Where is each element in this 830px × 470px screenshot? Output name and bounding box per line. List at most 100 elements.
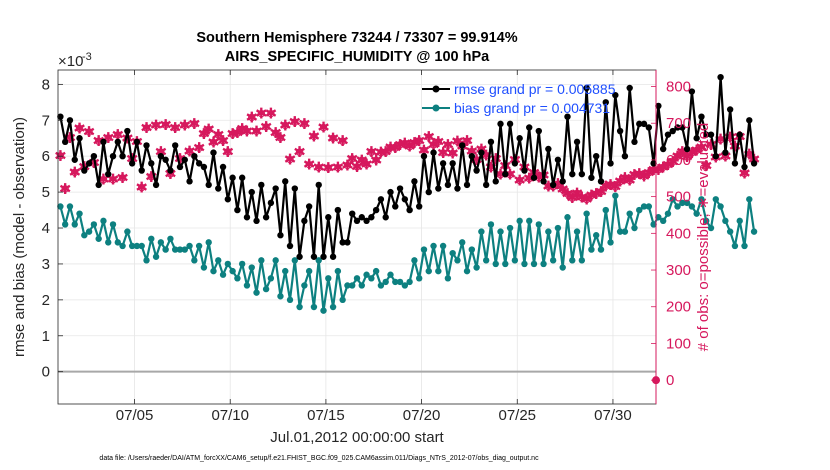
rmse-point <box>262 214 270 221</box>
rmse-point <box>631 138 638 146</box>
bias-point <box>439 242 447 250</box>
bias-point <box>659 217 667 225</box>
rmse-point <box>669 127 676 135</box>
rmse-point <box>502 170 509 178</box>
bias-point <box>449 249 456 257</box>
rmse-point <box>736 131 743 138</box>
rmse-point <box>602 99 609 106</box>
bias-point <box>282 267 289 275</box>
y-tick-label-left-2: 2 <box>42 292 50 309</box>
rmse-point <box>377 196 385 203</box>
bias-point <box>722 217 729 225</box>
rmse-point <box>511 160 519 167</box>
rmse-point <box>406 206 413 214</box>
obs-evaluated-point: ✱ <box>413 132 426 150</box>
bias-point <box>597 246 605 253</box>
bias-point <box>502 260 509 268</box>
rmse-point <box>559 178 566 185</box>
rmse-point <box>167 167 174 174</box>
obs-possible-point <box>563 190 572 198</box>
rmse-point <box>85 160 93 167</box>
rmse-point <box>554 156 562 163</box>
obs-possible-point <box>606 181 615 189</box>
rmse-point <box>305 203 313 210</box>
obs-evaluated-point: ✱ <box>159 116 172 134</box>
obs-possible-point <box>568 194 576 202</box>
obs-evaluated-point: ✱ <box>164 165 177 183</box>
obs-possible-point <box>104 134 112 142</box>
bias-point <box>138 242 145 250</box>
bias-point <box>210 267 217 275</box>
obs-possible-point <box>702 162 710 170</box>
rmse-point <box>731 160 739 167</box>
obs-possible-point <box>611 183 620 191</box>
obs-evaluated-point: ✱ <box>279 116 292 134</box>
rmse-point <box>444 181 452 189</box>
rmse-point <box>291 185 299 192</box>
obs-evaluated-point: ✱ <box>738 165 751 183</box>
obs-possible-point <box>377 148 385 157</box>
rmse-point <box>655 102 662 110</box>
rmse-point <box>683 145 691 153</box>
obs-evaluated-point: ✱ <box>265 105 278 123</box>
bias-point <box>712 196 719 203</box>
bias-point <box>454 257 461 264</box>
rmse-point <box>396 185 404 192</box>
x-tick-label-1: 07/10 <box>211 407 249 424</box>
obs-possible-point <box>276 134 285 142</box>
obs-evaluated-point: ✱ <box>408 134 421 152</box>
bias-point <box>205 239 212 246</box>
obs-possible-point <box>678 148 687 156</box>
obs-evaluated-point: ✱ <box>389 139 402 157</box>
bias-point <box>420 246 428 253</box>
bias-point <box>683 199 691 207</box>
rmse-point <box>597 178 605 185</box>
bias-point <box>358 282 365 289</box>
rmse-point <box>224 196 232 203</box>
rmse-point <box>712 152 719 160</box>
obs-evaluated-point: ✱ <box>341 156 354 174</box>
rmse-point <box>463 181 471 189</box>
rmse-point <box>650 160 657 167</box>
obs-possible-point <box>640 172 648 181</box>
rmse-point <box>530 174 538 181</box>
bias-point <box>243 282 251 289</box>
rmse-point <box>392 203 399 210</box>
y-tick-label-left-3: 3 <box>42 256 50 273</box>
obs-possible-point <box>171 124 179 132</box>
rmse-point <box>607 160 614 167</box>
bias-point <box>698 196 705 203</box>
bias-point <box>602 206 609 214</box>
y-tick-label-right-0: 0 <box>666 372 674 389</box>
obs-evaluated-point: ✱ <box>332 159 345 177</box>
obs-evaluated-point: ✱ <box>346 150 359 168</box>
bias-point <box>186 242 193 250</box>
obs-possible-point <box>295 148 304 156</box>
obs-possible-point <box>204 125 213 134</box>
bias-point <box>66 203 74 210</box>
bias-point <box>679 199 686 207</box>
rmse-point <box>573 138 581 146</box>
obs-evaluated-point: ✱ <box>293 143 306 161</box>
obs-possible-point <box>324 164 332 172</box>
obs-evaluated-point: ✱ <box>250 122 263 140</box>
obs-evaluated-point: ✱ <box>73 119 86 137</box>
rmse-point <box>238 174 246 181</box>
bias-point <box>736 217 743 225</box>
bias-point <box>248 264 255 271</box>
obs-possible-point <box>386 143 395 152</box>
obs-possible-point <box>616 177 624 186</box>
bias-point <box>497 228 504 235</box>
bias-point <box>392 278 399 286</box>
rmse-point <box>679 124 686 131</box>
series-rmse <box>57 73 758 260</box>
bias-point <box>707 224 715 232</box>
obs-possible-point <box>329 134 337 142</box>
bias-point <box>372 267 380 275</box>
bias-point <box>128 242 136 250</box>
bias-point <box>554 224 562 232</box>
obs-possible-point <box>343 161 352 170</box>
rmse-point <box>100 138 107 146</box>
series-layer: ✱✱✱✱✱✱✱✱✱✱✱✱✱✱✱✱✱✱✱✱✱✱✱✱✱✱✱✱✱✱✱✱✱✱✱✱✱✱✱✱… <box>54 73 760 385</box>
rmse-point <box>301 217 308 225</box>
